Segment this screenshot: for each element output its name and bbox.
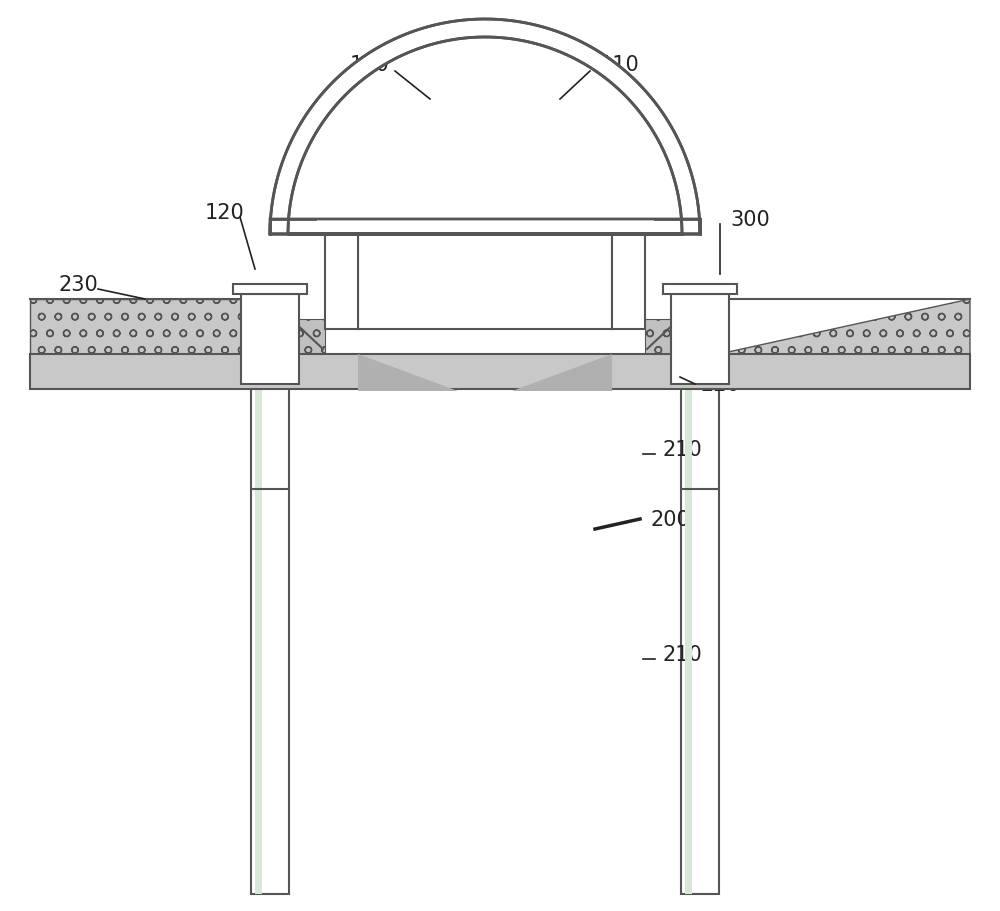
Text: 120: 120 [205,203,245,223]
Text: 210: 210 [662,439,702,459]
Polygon shape [270,20,700,235]
Polygon shape [358,354,458,392]
Bar [255,384,262,894]
Text: 220: 220 [700,374,740,394]
Bar [679,304,721,354]
Polygon shape [289,320,325,354]
Text: 230: 230 [58,275,98,294]
Polygon shape [719,300,970,354]
Polygon shape [512,354,612,392]
Bar [685,384,692,894]
Text: 100: 100 [350,55,390,75]
Bar [315,220,655,235]
Bar [663,285,737,294]
Bar [233,285,307,294]
Bar [30,354,970,390]
Bar [325,235,358,330]
Bar [251,384,289,894]
Text: 210: 210 [662,644,702,664]
Bar [241,294,299,354]
Bar [671,294,729,354]
Bar [241,294,299,384]
Bar [671,294,729,384]
Bar [249,304,291,354]
Polygon shape [30,300,251,354]
Text: 110: 110 [600,55,640,75]
Text: 200: 200 [650,509,690,529]
Bar [681,384,719,894]
Bar [612,235,645,330]
Text: 300: 300 [730,210,770,230]
Polygon shape [645,320,681,354]
